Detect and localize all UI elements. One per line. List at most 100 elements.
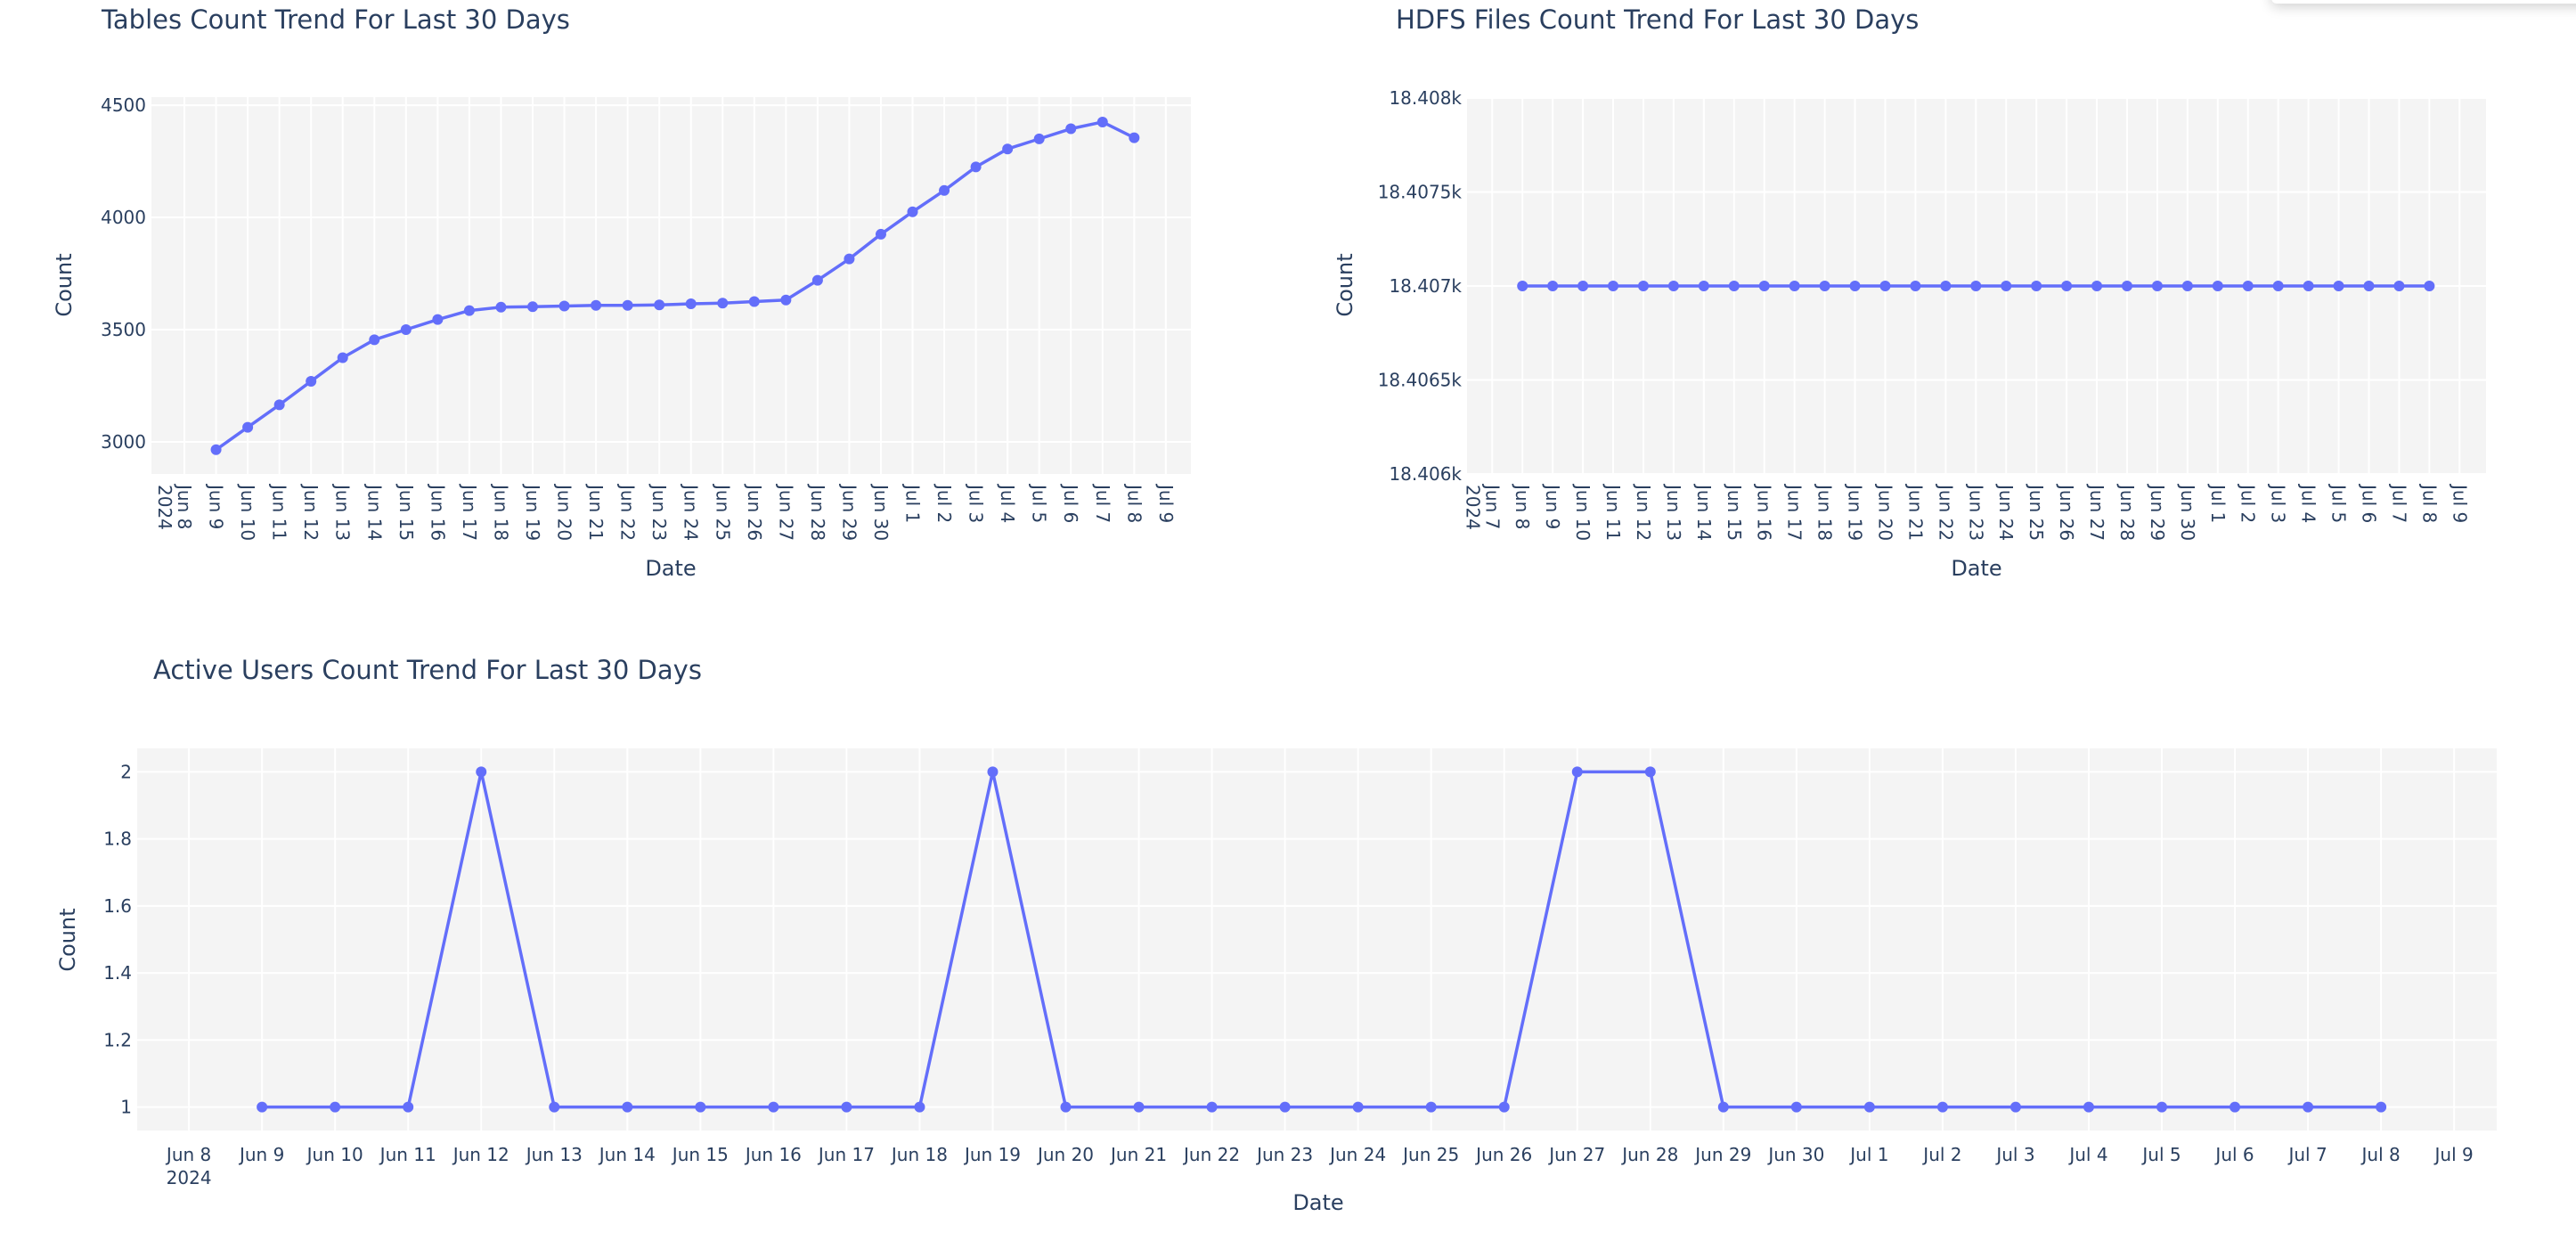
data-point <box>1352 1101 1364 1113</box>
plot-background <box>151 97 1191 474</box>
data-point <box>1206 1101 1218 1113</box>
x-tick-label: Jul 2 <box>1921 1144 1961 1165</box>
x-tick-label: Jun 17 <box>459 483 480 541</box>
y-tick-label: 18.408k <box>1389 87 1462 109</box>
x-tick-label: Jun 10 <box>1572 483 1594 541</box>
data-point <box>654 299 665 311</box>
x-tick-label: Jun 27 <box>2086 483 2107 541</box>
data-point <box>1279 1101 1291 1113</box>
data-point <box>1940 281 1952 291</box>
data-point <box>549 1101 560 1113</box>
data-point <box>1879 281 1891 291</box>
x-tick-label: Jun 30 <box>2177 483 2198 541</box>
data-point <box>306 375 317 387</box>
data-point <box>2303 1101 2314 1113</box>
x-tick-label: Jul 2 <box>2238 483 2259 523</box>
x-tick-label: Jul 4 <box>997 483 1018 523</box>
x-tick-label: Jun 25 <box>1401 1144 1459 1165</box>
data-point <box>811 274 823 286</box>
data-point <box>330 1101 341 1113</box>
data-point <box>403 1101 414 1113</box>
data-point <box>695 1101 706 1113</box>
data-point <box>210 444 222 455</box>
hdfs-chart: HDFS Files Count Trend For Last 30 Days … <box>1333 4 2486 581</box>
data-point <box>1863 1101 1875 1113</box>
data-point <box>2393 281 2405 291</box>
data-point <box>1644 766 1656 778</box>
y-tick-label: 2 <box>120 761 132 782</box>
x-tick-label: Jun 18 <box>1814 483 1836 541</box>
data-point <box>2151 281 2163 291</box>
data-point <box>1571 766 1583 778</box>
x-tick-label: Jul 9 <box>2433 1144 2474 1165</box>
x-tick-label: Jun 11 <box>379 1144 436 1165</box>
data-point <box>844 253 855 265</box>
data-point <box>2303 281 2314 291</box>
x-tick-label: Jul 8 <box>2418 483 2440 523</box>
x-tick-label: Jun 29 <box>2147 483 2168 541</box>
data-point <box>2242 281 2254 291</box>
x-tick-label: Jul 3 <box>1994 1144 2034 1165</box>
data-point <box>1970 281 1982 291</box>
x-tick-label: Jun 23 <box>1965 483 1986 541</box>
data-point <box>622 1101 633 1113</box>
data-point <box>1936 1101 1948 1113</box>
y-tick-label: 1.2 <box>103 1029 132 1050</box>
hdfs-chart-title: HDFS Files Count Trend For Last 30 Days <box>1396 4 1919 35</box>
data-point <box>939 184 950 196</box>
tables-chart-y-axis-title: Count <box>52 253 77 316</box>
active-users-chart-x-axis-title: Date <box>1292 1190 1343 1215</box>
data-point <box>2272 281 2284 291</box>
x-tick-label: Jun 19 <box>1845 483 1866 541</box>
data-point <box>780 294 792 306</box>
x-tick-label: Jul 6 <box>2358 483 2379 523</box>
data-point <box>1060 1101 1072 1113</box>
x-tick-label: Jun 10 <box>237 483 258 541</box>
data-point <box>591 299 602 311</box>
data-point <box>2083 1101 2094 1113</box>
x-tick-label: Jun 22 <box>617 483 639 541</box>
x-tick-label: Jun 28 <box>1620 1144 1678 1165</box>
active-users-chart: Active Users Count Trend For Last 30 Day… <box>55 655 2497 1215</box>
x-tick-sublabel: 2024 <box>1462 485 1483 530</box>
x-tick-label: Jul 8 <box>2360 1144 2401 1165</box>
data-point <box>2424 281 2435 291</box>
x-tick-label: Jun 25 <box>712 483 733 541</box>
x-tick-label: Jun 29 <box>1693 1144 1751 1165</box>
x-tick-label: Jun 15 <box>671 1144 729 1165</box>
hdfs-chart-x-axis-title: Date <box>1951 556 2001 581</box>
data-point <box>1608 281 1619 291</box>
x-tick-label: Jun 25 <box>2026 483 2047 541</box>
x-tick-label: Jul 6 <box>2213 1144 2254 1165</box>
x-tick-label: Jun 26 <box>1474 1144 1532 1165</box>
data-point <box>1002 143 1014 155</box>
x-tick-label: Jul 7 <box>2388 483 2409 523</box>
x-tick-label: Jul 4 <box>2298 483 2319 523</box>
data-point <box>2156 1101 2168 1113</box>
x-tick-label: Jun 14 <box>598 1144 656 1165</box>
x-tick-label: Jun 30 <box>870 483 892 541</box>
data-point <box>2212 281 2223 291</box>
y-tick-label: 18.4075k <box>1378 182 1463 203</box>
data-point <box>337 352 348 363</box>
data-point <box>907 206 918 217</box>
x-tick-label: Jul 3 <box>2268 483 2289 523</box>
data-point <box>1637 281 1649 291</box>
data-point <box>1910 281 1921 291</box>
y-tick-label: 3000 <box>101 431 146 453</box>
y-tick-label: 4000 <box>101 207 146 228</box>
x-tick-label: Jul 1 <box>1848 1144 1888 1165</box>
data-point <box>2376 1101 2387 1113</box>
x-tick-label: Jun 29 <box>838 483 860 541</box>
x-tick-label: Jun 16 <box>427 483 448 541</box>
data-point <box>1065 123 1077 135</box>
data-point <box>970 161 982 173</box>
data-point <box>273 399 285 411</box>
x-tick-label: Jul 7 <box>1092 483 1113 523</box>
x-tick-label: Jul 2 <box>933 483 955 523</box>
x-tick-label: Jun 21 <box>1904 483 1926 541</box>
data-point <box>2031 281 2042 291</box>
hdfs-chart-y-axis-title: Count <box>1333 253 1357 316</box>
x-tick-label: Jun 26 <box>2056 483 2077 541</box>
